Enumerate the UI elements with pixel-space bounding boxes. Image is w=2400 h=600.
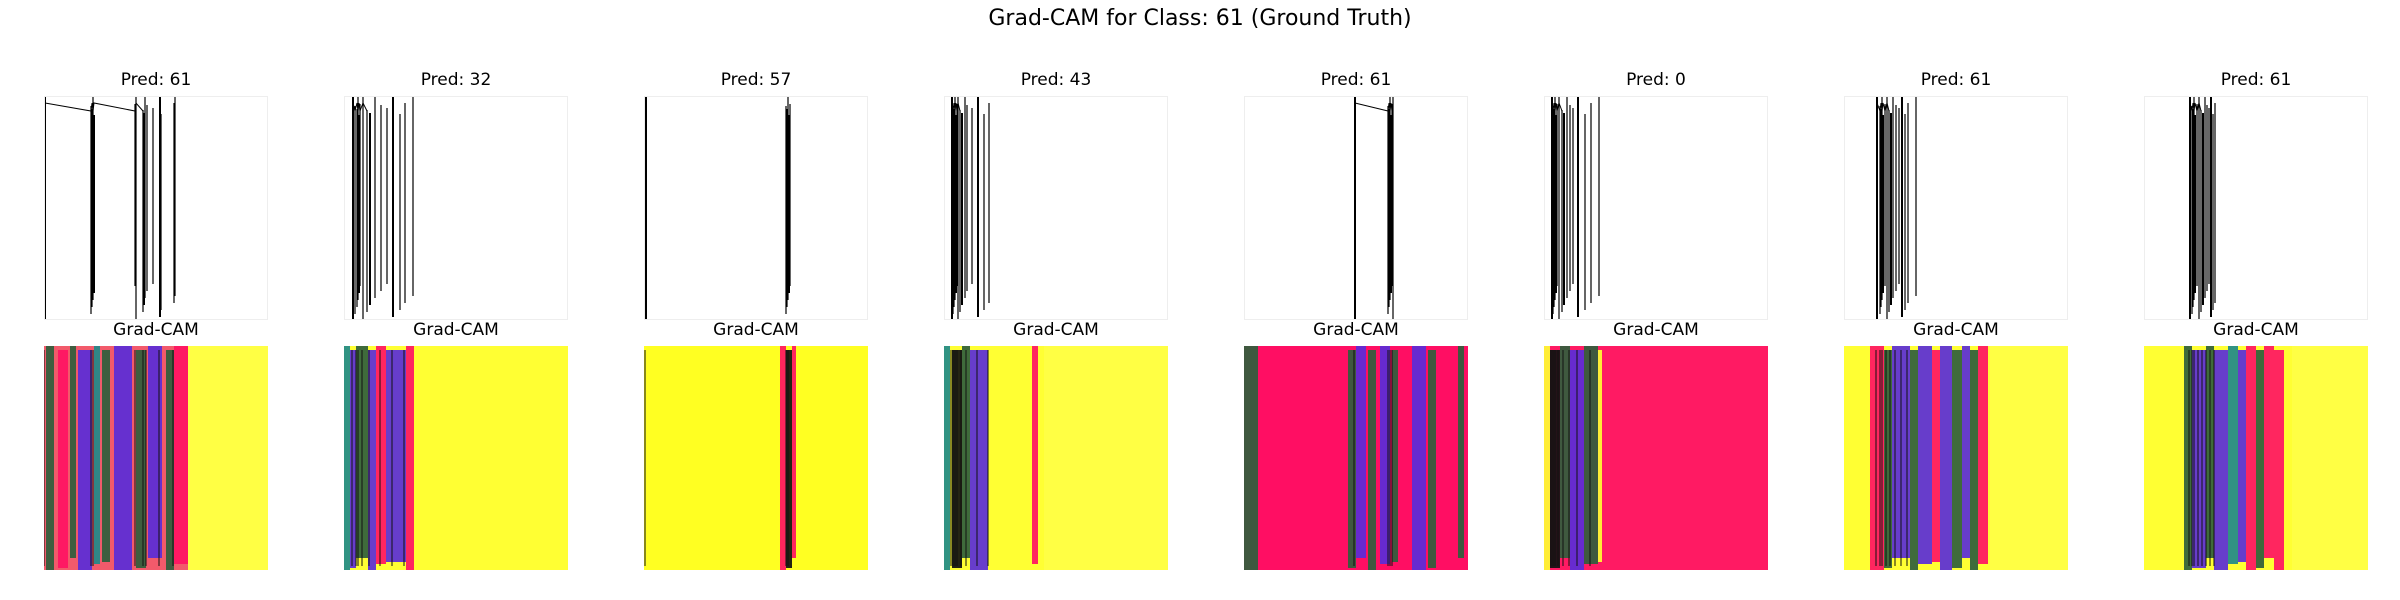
gradcam-label: Grad-CAM [1313,320,1399,340]
pred-label: Pred: 61 [120,70,192,90]
pred-label: Pred: 57 [720,70,792,90]
panel-column-4: Pred: 43 Grad-CAM [944,70,1168,570]
gradcam-heatmap-image [44,346,268,570]
panel-column-5: Pred: 61 Grad-CAM [1244,70,1468,570]
gradcam-label: Grad-CAM [113,320,199,340]
input-signal-image [44,96,268,320]
pred-label: Pred: 61 [1320,70,1392,90]
input-signal-image [644,96,868,320]
input-signal-image [2144,96,2368,320]
pred-label: Pred: 43 [1020,70,1092,90]
input-signal-image [944,96,1168,320]
gradcam-label: Grad-CAM [1013,320,1099,340]
gradcam-heatmap-image [944,346,1168,570]
figure-title: Grad-CAM for Class: 61 (Ground Truth) [988,6,1412,31]
gradcam-heatmap-image [1844,346,2068,570]
panel-column-2: Pred: 32 Grad-CAM [344,70,568,570]
pred-label: Pred: 61 [2220,70,2292,90]
pred-label: Pred: 32 [420,70,492,90]
gradcam-label: Grad-CAM [1913,320,1999,340]
gradcam-label: Grad-CAM [713,320,799,340]
pred-label: Pred: 0 [1626,70,1686,90]
pred-label: Pred: 61 [1920,70,1992,90]
panel-column-1: Pred: 61 Grad-CAM [44,70,268,570]
panel-column-7: Pred: 61 Grad-CAM [1844,70,2068,570]
panel-column-6: Pred: 0 Grad-CAM [1544,70,1768,570]
gradcam-heatmap-image [2144,346,2368,570]
panel-column-8: Pred: 61 Grad-CAM [2144,70,2368,570]
gradcam-heatmap-image [344,346,568,570]
gradcam-heatmap-image [1244,346,1468,570]
gradcam-label: Grad-CAM [2213,320,2299,340]
gradcam-heatmap-image [1544,346,1768,570]
gradcam-label: Grad-CAM [413,320,499,340]
gradcam-heatmap-image [644,346,868,570]
panel-column-3: Pred: 57 Grad-CAM [644,70,868,570]
input-signal-image [344,96,568,320]
input-signal-image [1244,96,1468,320]
input-signal-image [1844,96,2068,320]
gradcam-label: Grad-CAM [1613,320,1699,340]
input-signal-image [1544,96,1768,320]
